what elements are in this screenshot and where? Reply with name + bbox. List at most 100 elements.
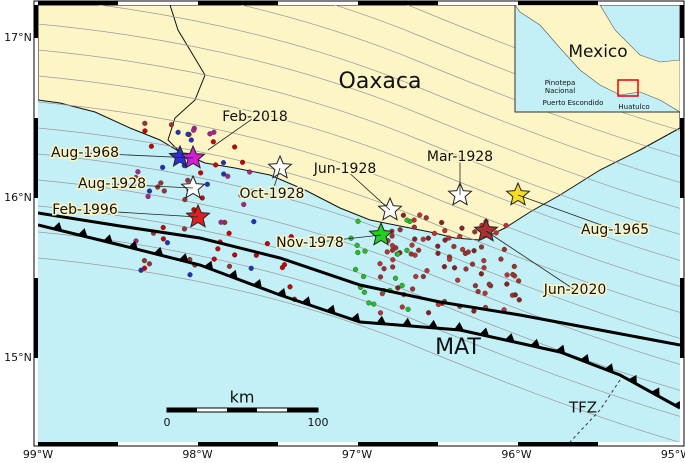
trench-tooth	[301, 296, 311, 306]
seismic-event	[160, 224, 166, 231]
seismic-event	[185, 177, 191, 183]
scale-tick: 0	[164, 416, 171, 429]
seismic-event	[225, 173, 231, 179]
frame-tick	[358, 442, 438, 446]
contour	[38, 49, 680, 235]
seismic-event	[232, 252, 238, 258]
seismic-event	[148, 143, 154, 149]
seismic-event	[361, 273, 367, 280]
contour	[38, 153, 680, 339]
seismic-event	[161, 188, 167, 194]
trench-tooth	[453, 321, 464, 331]
trench-label: MAT	[435, 335, 481, 360]
trench-tooth	[350, 312, 361, 323]
seismic-event	[232, 144, 238, 150]
event-label: Aug-1968	[51, 145, 119, 161]
seismic-event	[510, 271, 516, 278]
trench-tooth	[530, 338, 541, 348]
seismic-event	[175, 129, 181, 135]
trench-tooth	[178, 253, 189, 263]
lon-label: 95°W	[661, 448, 685, 461]
seismic-event	[181, 226, 188, 232]
leader-line	[84, 209, 199, 218]
seismic-event	[215, 246, 221, 252]
inset-place: Huatulco	[618, 103, 649, 111]
seismic-event	[146, 261, 153, 267]
seismic-event	[366, 300, 372, 306]
plate-boundary	[38, 211, 680, 347]
seismic-event	[381, 266, 387, 272]
contour	[38, 23, 680, 209]
trench-tooth	[376, 315, 387, 325]
trench-tooth	[276, 287, 287, 298]
leader-line	[309, 234, 382, 244]
seismic-event	[248, 265, 254, 271]
seismic-event	[146, 188, 153, 194]
seismic-event	[279, 264, 285, 271]
event-label: Nov-1978	[276, 235, 344, 251]
seismic-event	[420, 236, 426, 242]
trench-tooth	[402, 317, 413, 327]
seismic-event	[239, 159, 246, 165]
frame-tick	[358, 1, 438, 5]
trench-tooth	[77, 228, 88, 238]
seismic-event	[446, 256, 453, 262]
frame-tick	[518, 1, 598, 5]
contour	[240, 5, 680, 157]
seismic-event	[423, 215, 429, 221]
seismic-event	[204, 181, 210, 187]
event-star	[185, 203, 211, 228]
frame	[33, 0, 685, 447]
trench-tooth	[52, 221, 63, 231]
lon-label: 98°W	[182, 448, 212, 461]
seismic-event	[377, 261, 383, 267]
seismic-event	[142, 128, 148, 134]
seismic-event	[198, 170, 204, 176]
inset-country: Mexico	[568, 42, 627, 62]
seismic-event	[451, 243, 457, 250]
seismic-event	[213, 162, 219, 168]
seismic-event	[210, 139, 216, 145]
seismic-event	[405, 306, 411, 312]
seismic-event	[362, 248, 368, 254]
trench-tooth	[650, 387, 660, 397]
seismic-event	[416, 247, 422, 253]
seismic-event	[420, 273, 426, 280]
seismic-event	[218, 219, 224, 225]
seismic-event	[141, 258, 148, 264]
seismic-event	[498, 256, 504, 262]
event-label: Feb-2018	[222, 109, 287, 125]
seismic-event	[395, 285, 401, 291]
seismic-event	[393, 245, 399, 251]
trench-tooth	[228, 269, 238, 280]
contour	[38, 257, 680, 442]
inset-place: Puerto Escondido	[543, 99, 604, 107]
contour	[38, 127, 680, 313]
frame-tick	[680, 5, 684, 38]
seismic-event	[397, 227, 403, 233]
seismic-event	[145, 193, 151, 200]
seismic-event	[471, 308, 477, 314]
lat-label: 15°N	[4, 351, 32, 364]
seismic-event	[511, 263, 517, 270]
event-star	[377, 196, 403, 221]
seismic-event	[486, 281, 492, 287]
seismic-event	[241, 201, 247, 208]
contour	[38, 101, 680, 287]
seismic-event	[355, 249, 361, 256]
seismic-event	[459, 225, 465, 231]
seismic-event	[504, 281, 510, 287]
event-label: Jun-1928	[313, 161, 377, 177]
trench-tooth	[153, 246, 164, 256]
seismic-event	[442, 228, 448, 234]
seismic-event	[133, 174, 139, 181]
trench-tooth	[252, 278, 262, 289]
seismic-event	[463, 266, 469, 272]
seismic-event	[384, 249, 390, 255]
leader-line	[84, 152, 194, 159]
contours	[38, 5, 680, 442]
leader-line	[485, 230, 576, 291]
trench-tooth	[628, 374, 637, 385]
trench-tooth	[428, 319, 439, 329]
